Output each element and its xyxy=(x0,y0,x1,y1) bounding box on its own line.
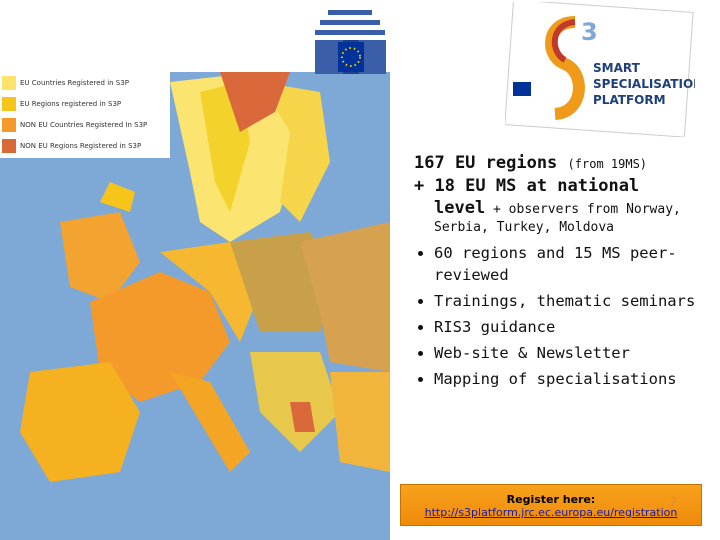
heading-text: 167 EU regions xyxy=(414,153,558,173)
logo-text: PLATFORM xyxy=(593,93,666,107)
legend-item: NON EU Countries Registered In S3P xyxy=(0,114,170,135)
heading: 167 EU regions (from 19MS) xyxy=(414,152,714,175)
legend-label: NON EU Regions Registered in S3P xyxy=(20,141,142,150)
map xyxy=(0,72,390,540)
bullet: RIS3 guidance xyxy=(434,316,714,338)
bullet: 60 regions and 15 MS peer-reviewed xyxy=(434,242,714,286)
register-link[interactable]: http://s3platform.jrc.ec.europa.eu/regis… xyxy=(424,506,678,519)
legend-label: NON EU Countries Registered In S3P xyxy=(20,120,148,129)
heading-text: level xyxy=(434,198,486,218)
logo-text: SMART xyxy=(593,61,641,75)
bullet: Trainings, thematic seminars xyxy=(434,290,714,312)
logo-3: 3 xyxy=(581,18,598,46)
legend-item: NON EU Regions Registered in S3P xyxy=(0,135,170,156)
register-box: Register here: http://s3platform.jrc.ec.… xyxy=(400,484,702,526)
content: 167 EU regions (from 19MS) + 18 EU MS at… xyxy=(414,152,714,394)
heading: + 18 EU MS at national xyxy=(414,176,640,196)
heading-note: (from 19MS) xyxy=(567,157,648,171)
logo-text: SPECIALISATION xyxy=(593,77,695,91)
ec-logo xyxy=(315,10,386,74)
bullet-list: 60 regions and 15 MS peer-reviewed Train… xyxy=(414,242,714,390)
legend-item: EU Regions registered in S3P xyxy=(0,93,170,114)
legend-label: EU Countries Registered in S3P xyxy=(20,78,129,87)
s3-logo: 3 SMART SPECIALISATION PLATFORM xyxy=(505,2,695,137)
bullet: Mapping of specialisations xyxy=(434,368,714,390)
legend-label: EU Regions registered in S3P xyxy=(20,99,122,108)
bullet: Web-site & Newsletter xyxy=(434,342,714,364)
legend-item: EU Countries Registered in S3P xyxy=(0,72,170,93)
register-label: Register here: xyxy=(506,493,596,506)
heading-cont: level + observers from Norway, Serbia, T… xyxy=(434,197,714,236)
observers: + observers from Norway, Serbia, Turkey,… xyxy=(434,202,681,235)
legend: EU Countries Registered in S3P EU Region… xyxy=(0,72,170,158)
page-number: 7 xyxy=(669,495,677,509)
